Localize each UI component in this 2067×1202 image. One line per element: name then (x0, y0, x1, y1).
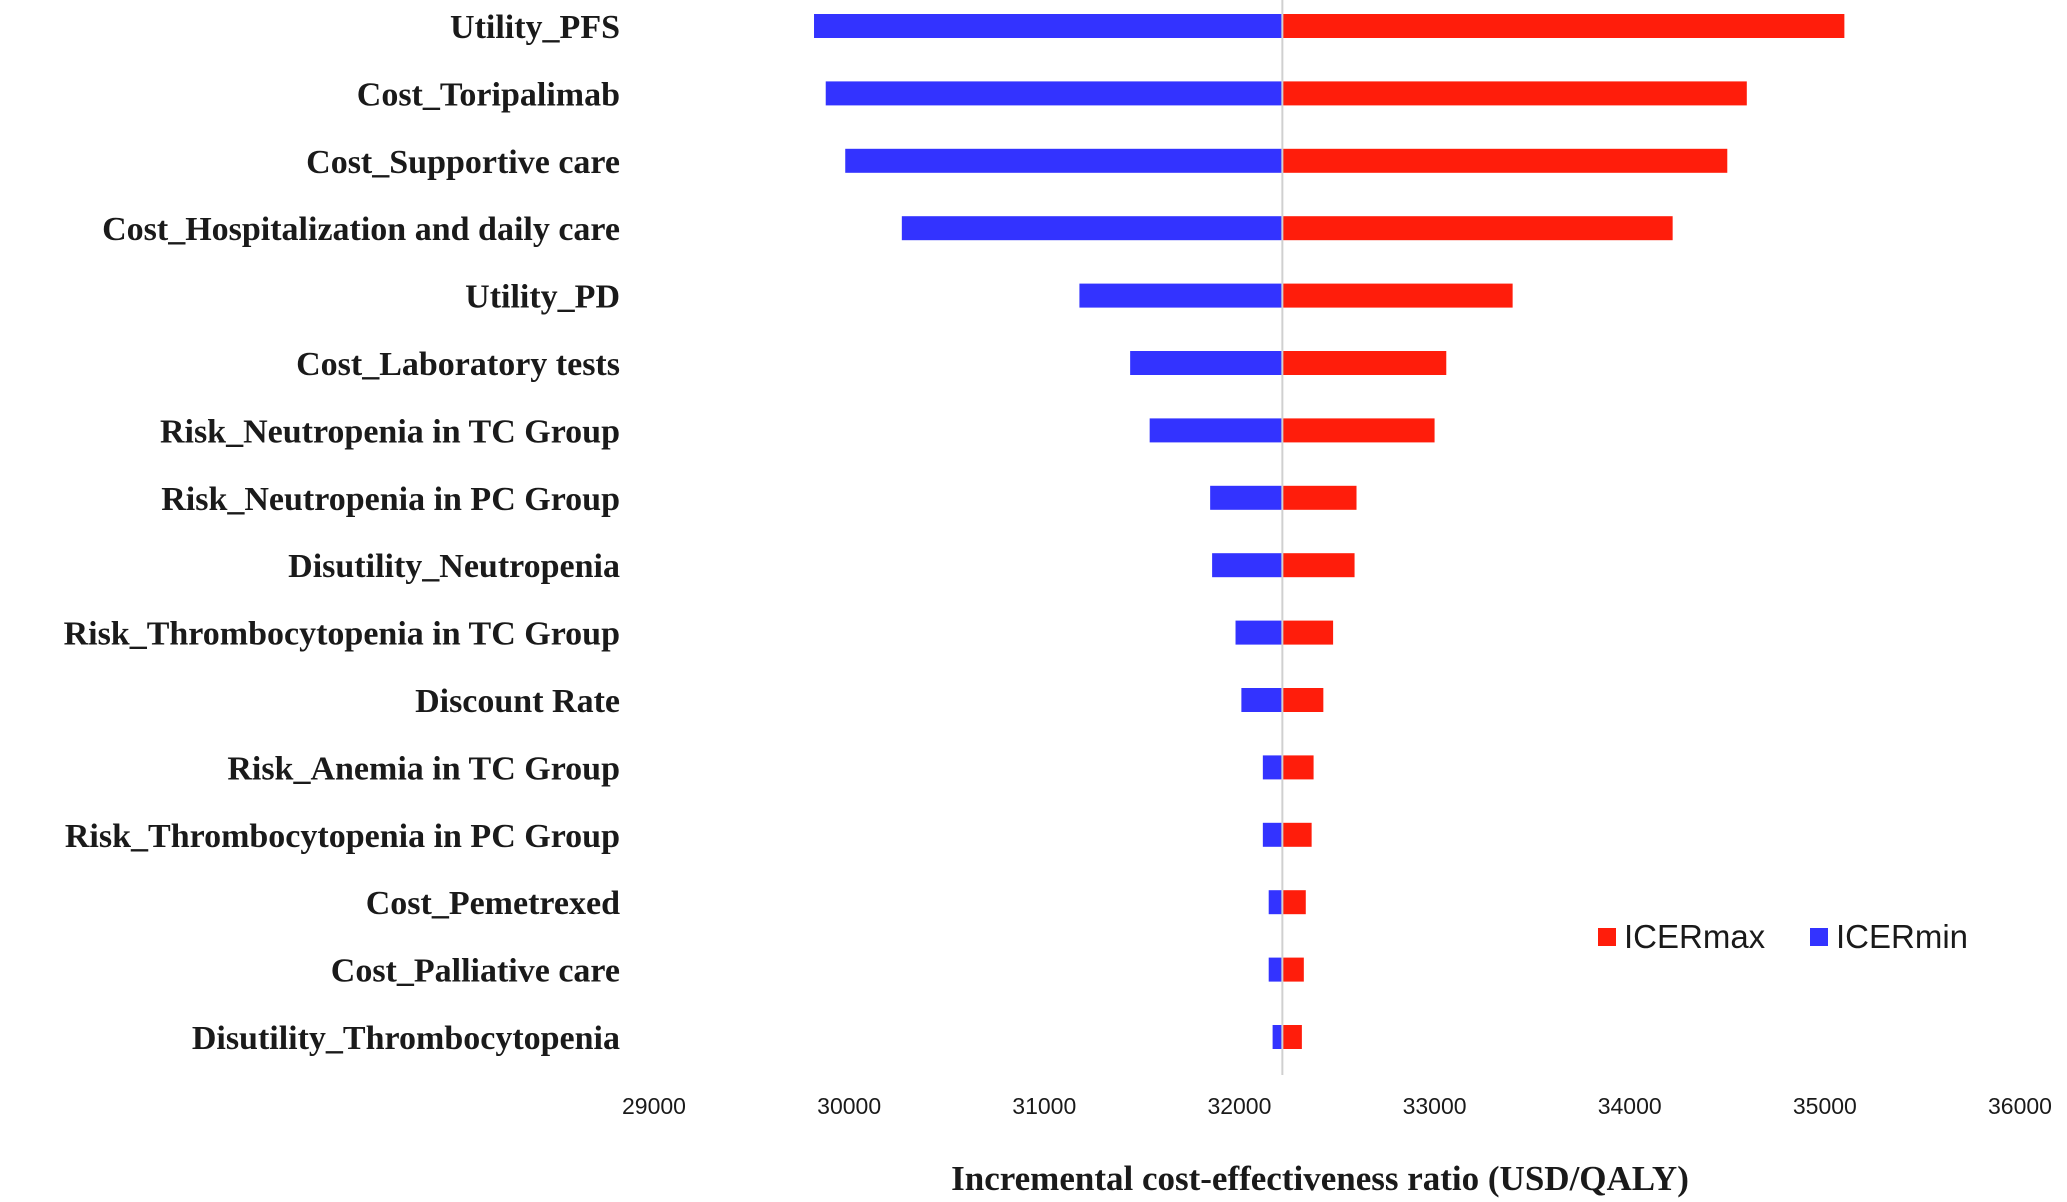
category-label: Risk_Thrombocytopenia in TC Group (64, 616, 620, 653)
legend-label-icermax: ICERmax (1624, 918, 1766, 955)
category-label: Risk_Neutropenia in TC Group (160, 413, 620, 450)
bar-icermin-6 (1149, 418, 1283, 443)
bar-icermin-10 (1241, 688, 1283, 712)
legend-swatch-icermin (1810, 928, 1828, 946)
category-label: Cost_Supportive care (306, 144, 620, 181)
bar-icermax-14 (1282, 957, 1304, 982)
bar-icermin-13 (1268, 890, 1283, 915)
category-label: Disutility_Thrombocytopenia (192, 1020, 620, 1057)
category-label: Utility_PD (465, 279, 620, 316)
bar-icermin-12 (1262, 822, 1283, 847)
bar-icermin-14 (1268, 957, 1283, 982)
x-tick-label: 31000 (1012, 1093, 1076, 1119)
bar-icermin-0 (814, 14, 1283, 38)
legend: ICERmax ICERmin (1598, 918, 1968, 955)
bar-icermin-11 (1262, 755, 1283, 780)
bar-icermin-5 (1130, 351, 1283, 375)
x-tick-label: 36000 (1988, 1093, 2052, 1119)
category-label: Cost_Hospitalization and daily care (102, 211, 620, 248)
category-label: Cost_Palliative care (331, 953, 620, 990)
category-label: Discount Rate (415, 683, 620, 720)
category-label: Risk_Neutropenia in PC Group (161, 481, 620, 518)
legend-label-icermin: ICERmin (1836, 918, 1968, 955)
category-label: Cost_Pemetrexed (366, 885, 620, 922)
category-label: Utility_PFS (450, 9, 620, 46)
x-tick-label: 33000 (1403, 1093, 1467, 1119)
x-tick-label: 32000 (1207, 1093, 1271, 1119)
category-label: Cost_Toripalimab (357, 76, 620, 113)
x-axis-tick-labels: 29000 30000 31000 32000 33000 34000 35000 36000 (622, 1093, 2052, 1119)
bar-icermax-2 (1282, 148, 1728, 173)
bar-icermin-4 (1079, 283, 1283, 308)
category-label: Disutility_Neutropenia (288, 548, 620, 585)
x-axis-title: Incremental cost-effectiveness ratio (US… (951, 1159, 1689, 1198)
bar-icermin-1 (825, 81, 1283, 106)
bar-icermax-4 (1282, 283, 1513, 308)
x-tick-label: 35000 (1793, 1093, 1857, 1119)
category-label: Cost_Laboratory tests (296, 346, 620, 383)
bar-icermax-6 (1282, 418, 1435, 443)
legend-swatch-icermax (1598, 928, 1616, 946)
category-labels: Utility_PFS Cost_Toripalimab Cost_Supporti… (64, 9, 621, 1057)
bar-icermax-0 (1282, 14, 1845, 38)
bar-icermin-9 (1235, 620, 1283, 645)
bar-icermax-10 (1282, 688, 1324, 712)
category-label: Risk_Thrombocytopenia in PC Group (65, 818, 620, 855)
bar-icermin-2 (845, 148, 1283, 173)
x-tick-label: 30000 (817, 1093, 881, 1119)
bar-icermin-15 (1272, 1025, 1283, 1049)
bar-icermax-9 (1282, 620, 1334, 645)
bar-icermax-5 (1282, 351, 1447, 375)
bar-icermax-8 (1282, 553, 1355, 578)
bar-icermax-12 (1282, 822, 1312, 847)
x-tick-label: 34000 (1598, 1093, 1662, 1119)
bar-icermin-3 (901, 216, 1283, 241)
bar-icermax-1 (1282, 81, 1747, 106)
bar-icermin-8 (1212, 553, 1283, 578)
bar-icermax-11 (1282, 755, 1314, 780)
bar-icermax-15 (1282, 1025, 1302, 1049)
bar-icermax-13 (1282, 890, 1306, 915)
bar-icermax-3 (1282, 216, 1673, 241)
category-label: Risk_Anemia in TC Group (227, 750, 620, 787)
bars-group (814, 14, 1845, 1049)
x-tick-label: 29000 (622, 1093, 686, 1119)
bar-icermin-7 (1210, 485, 1283, 510)
bar-icermax-7 (1282, 485, 1357, 510)
